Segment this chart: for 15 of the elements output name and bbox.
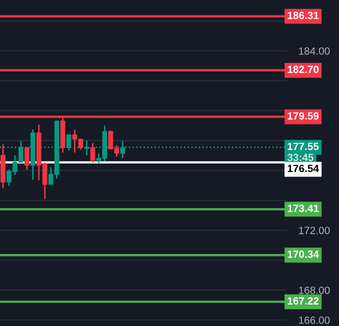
ref-line-label: 170.34 [288,250,319,258]
ref-line-label: 186.31 [288,12,319,20]
text: 33:45 [287,154,314,162]
ref-line-label: 182.70 [288,66,319,74]
y-tick-label: 172.00 [299,226,330,234]
ref-line-label: 176.54 [288,164,319,172]
ref-line-label: 167.22 [288,297,319,305]
ref-line-label: 179.59 [288,112,319,120]
y-tick-label: 168.00 [299,286,330,294]
ref-line-label: 173.41 [288,204,319,212]
y-tick-label: 166.00 [299,316,330,324]
candlestick [90,142,96,164]
ref-line-label: 177.55 [288,142,319,150]
y-tick-label: 184.00 [299,47,330,55]
candlestick [24,146,30,170]
